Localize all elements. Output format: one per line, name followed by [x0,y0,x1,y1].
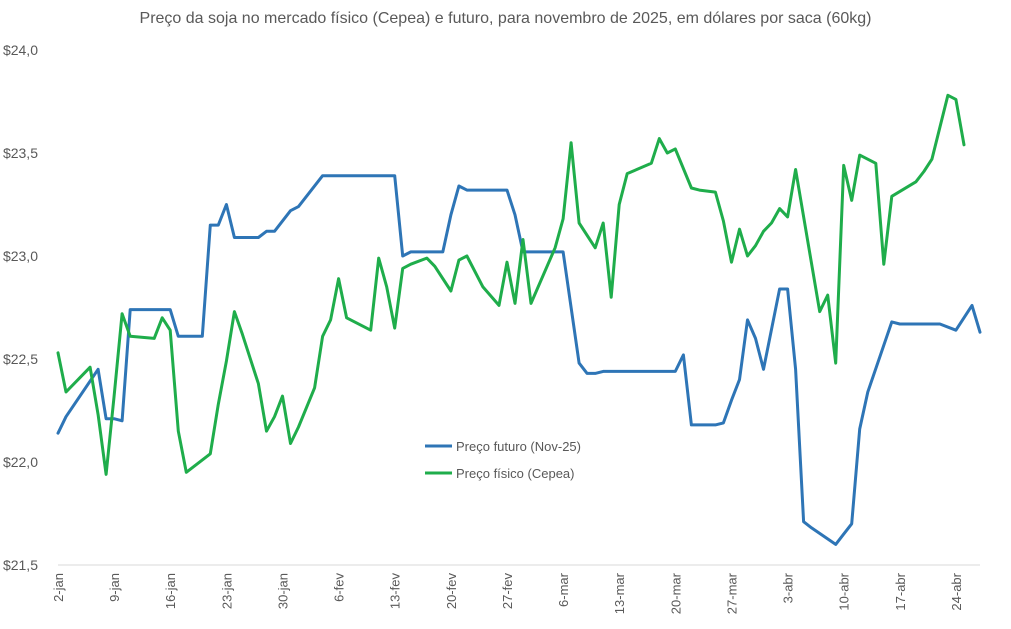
legend-label: Preço futuro (Nov-25) [456,439,581,454]
x-tick-label: 13-fev [388,573,403,610]
x-tick-label: 30-jan [275,573,290,609]
x-tick-label: 6-fev [332,573,347,602]
series-line-preco-futuro [56,174,982,546]
series-line-preco-fisico [56,93,966,476]
x-tick-label: 27-fev [500,573,515,610]
y-tick-label: $22,5 [3,351,38,367]
x-axis: 2-jan 9-jan 16-jan 23-jan 30-jan 6-fev 13-fev 2… [51,564,980,614]
x-tick-label: 24-abr [949,572,964,610]
legend-label: Preço físico (Cepea) [456,466,575,481]
x-tick-label: 3-abr [781,572,796,603]
y-tick-label: $24,0 [3,42,38,58]
x-tick-label: 6-mar [556,572,571,607]
chart-title: Preço da soja no mercado físico (Cepea) … [139,10,872,27]
x-tick-label: 10-abr [837,572,852,610]
y-tick-label: $23,5 [3,145,38,161]
x-tick-label: 20-mar [668,572,683,614]
x-tick-label: 20-fev [444,573,459,610]
legend: Preço futuro (Nov-25) Preço físico (Cepea… [425,439,581,481]
y-tick-label: $22,0 [3,454,38,470]
x-tick-label: 23-jan [219,573,234,609]
y-tick-label: $21,5 [3,557,38,573]
series-layer [56,93,982,546]
x-tick-label: 13-mar [612,572,627,614]
x-tick-label: 27-mar [724,572,739,614]
x-tick-label: 2-jan [51,573,66,602]
x-tick-label: 17-abr [893,572,908,610]
x-tick-label: 9-jan [107,573,122,602]
y-axis-ticks: $21,5 $22,0 $22,5 $23,0 $23,5 $24,0 [3,42,38,573]
y-tick-label: $23,0 [3,248,38,264]
x-tick-label: 16-jan [163,573,178,609]
